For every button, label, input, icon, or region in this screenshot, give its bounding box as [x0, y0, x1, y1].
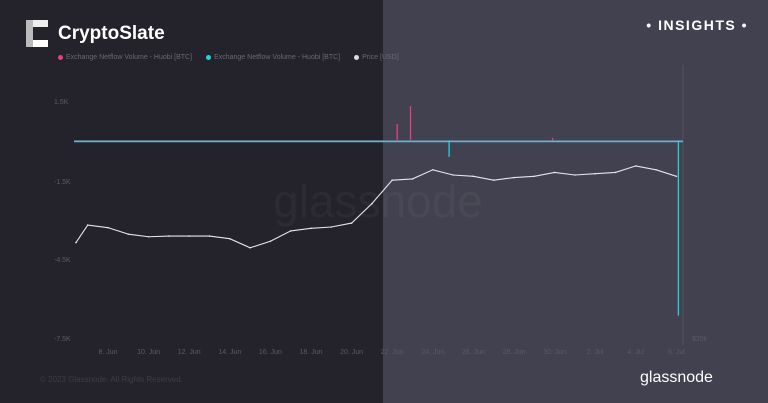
brand-name: CryptoSlate [58, 22, 165, 44]
legend-item-price[interactable]: Price [USD] [354, 54, 399, 61]
x-tick: 28. Jun [503, 349, 526, 356]
cryptoslate-logo-icon [26, 20, 48, 47]
price-point [75, 241, 77, 244]
x-tick: 8. Jun [98, 349, 117, 356]
price-point [289, 230, 292, 232]
x-tick: 6. Jul [668, 349, 685, 356]
x-tick: 30. Jun [543, 349, 566, 356]
insights-badge: • INSIGHTS • [646, 17, 748, 33]
right-y-tick: $20k [692, 336, 708, 343]
price-point [594, 172, 596, 175]
price-point [168, 235, 170, 237]
dark-panel [0, 0, 383, 403]
price-point [208, 235, 211, 237]
price-point [350, 222, 353, 224]
watermark: glassnode [273, 175, 483, 227]
y-tick: 1.5K [54, 99, 69, 106]
price-point [411, 178, 414, 180]
price-point [533, 175, 536, 178]
price-point [269, 240, 272, 243]
price-point [391, 179, 394, 181]
x-tick: 20. Jun [340, 349, 363, 356]
price-point [310, 227, 312, 230]
x-tick: 22. Jun [381, 349, 404, 356]
price-point [432, 169, 434, 171]
y-tick: -1.5K [54, 179, 71, 186]
legend-item-outflow[interactable]: Exchange Netflow Volume - Huobi [BTC] [206, 54, 340, 61]
price-point [675, 175, 678, 178]
price-point [614, 171, 617, 174]
price-point [147, 235, 150, 238]
price-point [472, 175, 475, 178]
price-point [655, 169, 657, 171]
price-point [107, 226, 109, 229]
price-point [188, 235, 190, 237]
price-point [553, 171, 556, 174]
legend-label: Exchange Netflow Volume - Huobi [BTC] [214, 54, 341, 61]
x-tick: 2. Jul [587, 349, 604, 356]
price-point [635, 165, 637, 167]
x-tick: 4. Jul [627, 349, 644, 356]
price-point [371, 202, 373, 205]
x-tick: 24. Jun [421, 349, 444, 356]
x-tick: 12. Jun [178, 349, 201, 356]
price-point [249, 247, 251, 249]
x-tick: 14. Jun [218, 349, 241, 356]
price-point [229, 237, 231, 240]
glassnode-logo: glassnode [640, 369, 713, 386]
x-tick: 26. Jun [462, 349, 485, 356]
price-point [452, 174, 454, 176]
price-point [127, 233, 130, 235]
legend-label: Exchange Netflow Volume - Huobi [BTC] [66, 54, 193, 61]
x-tick: 10. Jun [137, 349, 160, 356]
price-point [86, 224, 89, 226]
legend-label: Price [USD] [362, 54, 399, 61]
copyright: © 2023 Glassnode. All Rights Reserved. [40, 375, 183, 384]
chart-legend: Exchange Netflow Volume - Huobi [BTC] Ex… [58, 54, 399, 61]
y-tick: -4.5K [54, 257, 71, 264]
price-point [330, 226, 333, 228]
price-point [574, 174, 576, 176]
y-tick: -7.5K [54, 336, 71, 343]
cryptoslate-logo: CryptoSlate [26, 20, 165, 47]
price-point [513, 176, 515, 179]
x-tick: 16. Jun [259, 349, 282, 356]
x-tick: 18. Jun [300, 349, 323, 356]
price-point [492, 179, 495, 181]
legend-item-inflow[interactable]: Exchange Netflow Volume - Huobi [BTC] [58, 54, 192, 61]
